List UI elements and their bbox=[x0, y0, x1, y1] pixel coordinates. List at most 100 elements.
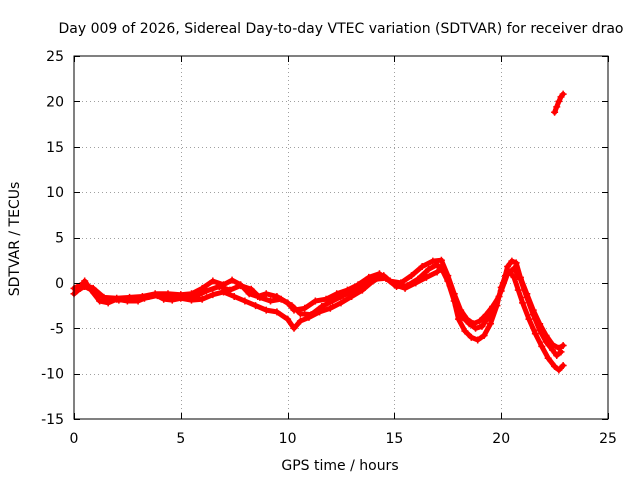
x-tick-label: 10 bbox=[279, 431, 297, 447]
data-point bbox=[96, 297, 104, 305]
data-point bbox=[553, 351, 561, 359]
data-point bbox=[476, 317, 484, 325]
data-point bbox=[115, 296, 123, 304]
data-point bbox=[474, 336, 482, 344]
data-point bbox=[551, 108, 559, 116]
data-point bbox=[510, 273, 518, 281]
data-point bbox=[382, 274, 390, 282]
x-tick-label: 15 bbox=[385, 431, 403, 447]
data-point bbox=[407, 272, 415, 280]
data-point bbox=[514, 286, 522, 294]
data-point bbox=[525, 315, 533, 323]
data-point bbox=[365, 273, 373, 281]
data-point bbox=[91, 288, 99, 296]
data-point bbox=[393, 283, 401, 291]
data-point bbox=[237, 282, 245, 290]
data-point bbox=[487, 320, 495, 328]
data-point bbox=[350, 287, 358, 295]
data-point bbox=[529, 311, 537, 319]
data-point bbox=[478, 322, 486, 330]
y-tick-label: 0 bbox=[55, 276, 64, 292]
data-point bbox=[190, 293, 198, 301]
data-point bbox=[140, 294, 148, 302]
data-point bbox=[504, 263, 512, 271]
plot-frame bbox=[73, 55, 609, 420]
data-point bbox=[273, 308, 281, 316]
x-tick-label: 0 bbox=[70, 431, 79, 447]
data-point bbox=[542, 338, 550, 346]
data-point bbox=[230, 292, 238, 300]
data-point bbox=[555, 97, 563, 105]
x-tick-label: 20 bbox=[492, 431, 510, 447]
data-point bbox=[318, 302, 326, 310]
data-point bbox=[557, 348, 565, 356]
y-tick-label: 25 bbox=[46, 49, 64, 65]
x-tick-label: 5 bbox=[176, 431, 185, 447]
series-trace-4 bbox=[551, 90, 567, 116]
data-point bbox=[544, 354, 552, 362]
data-point bbox=[551, 362, 559, 370]
data-point bbox=[519, 299, 527, 307]
axis-ticks: 0 5 10 15 20 25 -15 -10 -5 0 5 10 15 20 25 bbox=[41, 49, 617, 447]
data-point bbox=[418, 263, 426, 271]
data-point bbox=[403, 282, 411, 290]
data-point bbox=[262, 306, 270, 314]
data-point bbox=[81, 283, 89, 291]
data-point bbox=[512, 259, 520, 267]
data-point bbox=[472, 324, 480, 332]
data-point bbox=[252, 302, 260, 310]
data-point bbox=[467, 333, 475, 341]
data-point bbox=[508, 257, 516, 265]
data-point bbox=[166, 292, 174, 300]
data-point bbox=[497, 287, 505, 295]
data-point bbox=[559, 361, 567, 369]
data-point bbox=[433, 261, 441, 269]
data-point bbox=[326, 304, 334, 312]
data-point bbox=[262, 290, 270, 298]
data-point bbox=[277, 295, 285, 303]
y-tick-label: -10 bbox=[41, 367, 64, 383]
data-point bbox=[375, 270, 383, 278]
data-point bbox=[437, 256, 445, 264]
data-point bbox=[337, 299, 345, 307]
data-point bbox=[553, 103, 561, 111]
data-point bbox=[198, 295, 206, 303]
data-point bbox=[328, 297, 336, 305]
data-point bbox=[465, 320, 473, 328]
data-point bbox=[226, 286, 234, 294]
y-tick-label: -5 bbox=[50, 321, 64, 337]
y-tick-label: 10 bbox=[46, 185, 64, 201]
data-point bbox=[296, 317, 304, 325]
data-point bbox=[288, 302, 296, 310]
data-point bbox=[307, 311, 315, 319]
data-point bbox=[209, 277, 217, 285]
data-point bbox=[371, 275, 379, 283]
data-point bbox=[555, 366, 563, 374]
data-point bbox=[422, 273, 430, 281]
data-point bbox=[290, 324, 298, 332]
data-point bbox=[548, 346, 556, 354]
data-point bbox=[177, 292, 185, 300]
data-point bbox=[153, 292, 161, 300]
plot-background bbox=[74, 56, 608, 419]
data-point bbox=[301, 304, 309, 312]
data-point bbox=[538, 342, 546, 350]
data-point bbox=[256, 293, 264, 301]
data-point bbox=[433, 268, 441, 276]
data-point bbox=[516, 275, 524, 283]
data-point bbox=[504, 270, 512, 278]
data-point bbox=[461, 327, 469, 335]
data-point bbox=[510, 264, 518, 272]
data-point bbox=[215, 283, 223, 291]
data-point bbox=[480, 332, 488, 340]
data-point bbox=[311, 297, 319, 305]
data-point bbox=[228, 276, 236, 284]
data-point bbox=[339, 292, 347, 300]
data-point bbox=[284, 315, 292, 323]
y-tick-label: 20 bbox=[46, 94, 64, 110]
x-axis-label: GPS time / hours bbox=[281, 458, 398, 474]
data-series bbox=[70, 90, 567, 374]
data-point bbox=[245, 290, 253, 298]
data-point bbox=[454, 315, 462, 323]
